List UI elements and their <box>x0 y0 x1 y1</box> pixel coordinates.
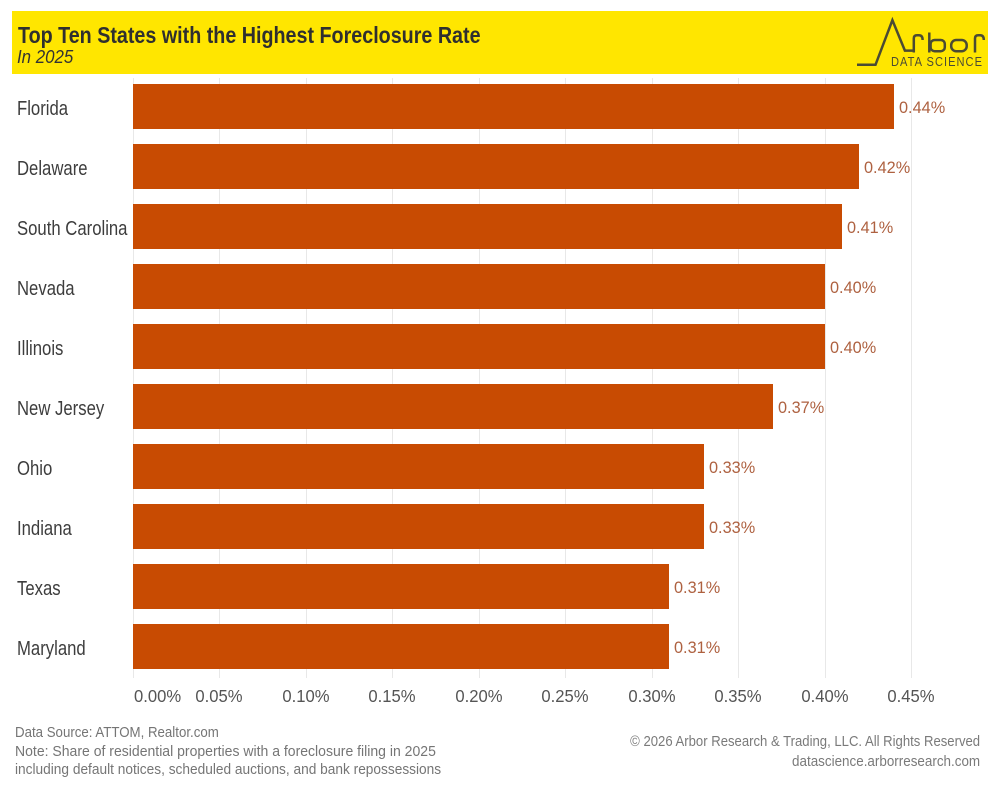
svg-text:DATA SCIENCE: DATA SCIENCE <box>891 54 983 69</box>
